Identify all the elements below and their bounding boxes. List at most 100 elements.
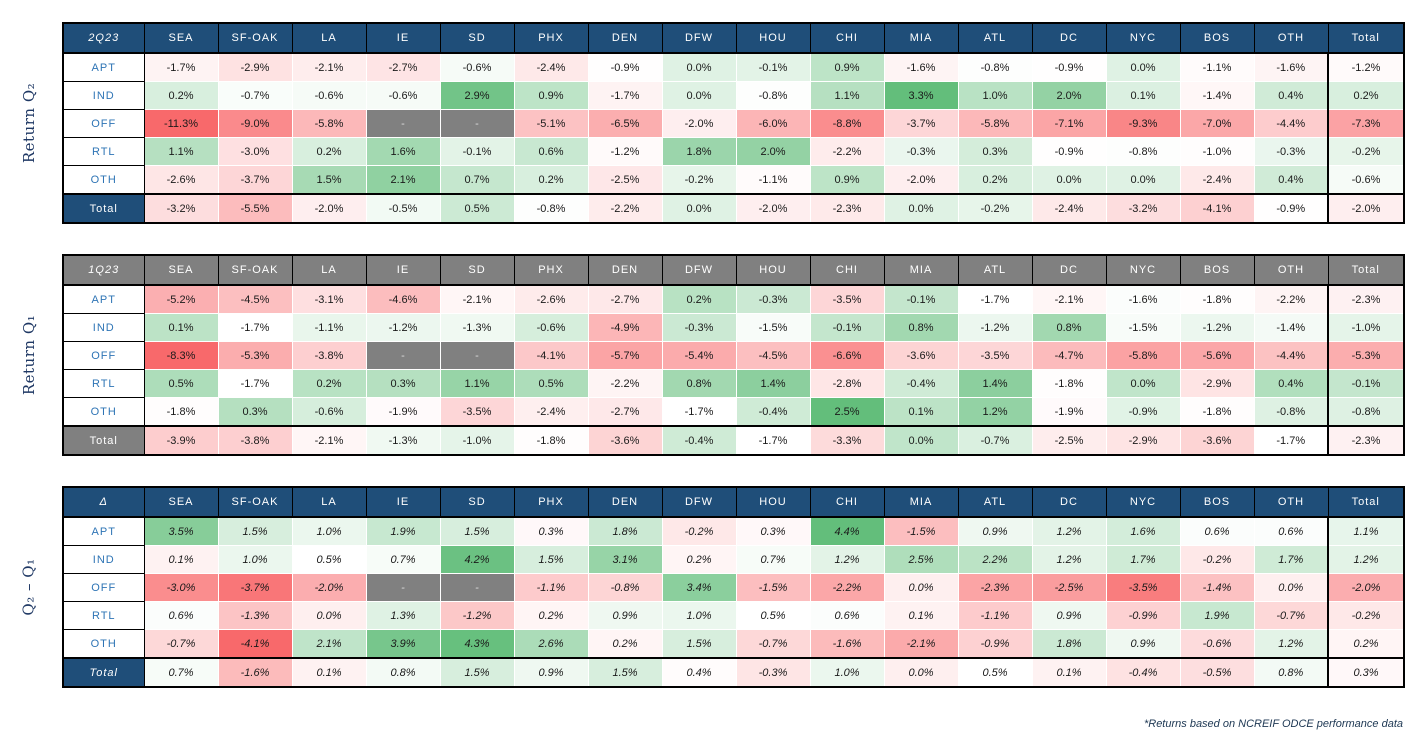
heatmap-cell: -6.5% <box>587 109 663 138</box>
row-label: IND <box>62 313 145 342</box>
column-header-den: DEN <box>587 254 663 286</box>
heatmap-cell: -2.0% <box>291 573 367 602</box>
missing-cell: - <box>439 109 515 138</box>
heatmap-cell: -0.2% <box>661 165 737 195</box>
heatmap-cell: -9.3% <box>1105 109 1181 138</box>
heatmap-cell: -0.9% <box>1031 52 1107 82</box>
missing-cell: - <box>365 341 441 370</box>
heatmap-cell: -1.6% <box>883 52 959 82</box>
row-label: Total <box>62 657 145 688</box>
table-row-oth: OTH -0.7% -4.1% 2.1% 3.9% 4.3% 2.6% 0.2% 1.5% -0.… <box>62 629 1405 659</box>
column-header-phx: PHX <box>513 486 589 518</box>
heatmap-cell: -3.6% <box>587 425 663 456</box>
column-header-mia: MIA <box>883 22 959 54</box>
heatmap-cell: -3.8% <box>291 341 367 370</box>
heatmap-cell: -2.5% <box>1031 425 1107 456</box>
heatmap-cell: 0.1% <box>291 657 367 688</box>
column-header-dc: DC <box>1031 22 1107 54</box>
heatmap-cell: 0.9% <box>809 165 885 195</box>
heatmap-cell: 0.3% <box>735 516 811 546</box>
heatmap-cell: 0.7% <box>735 545 811 574</box>
heatmap-cell: 1.0% <box>957 81 1033 110</box>
heatmap-cell: 0.9% <box>1031 601 1107 630</box>
heatmap-cell: 2.2% <box>957 545 1033 574</box>
heatmap-cell: -1.1% <box>1179 52 1255 82</box>
heatmap-cell: 2.6% <box>513 629 589 659</box>
heatmap-cell: -5.6% <box>1179 341 1255 370</box>
heatmap-cell: 0.5% <box>513 369 589 398</box>
heatmap-cell: -0.8% <box>1327 397 1405 427</box>
heatmap-cell: -4.4% <box>1253 341 1329 370</box>
heatmap-cell: -4.1% <box>513 341 589 370</box>
row-label: APT <box>62 52 145 82</box>
heatmap-cell: -5.4% <box>661 341 737 370</box>
heatmap-cell: 1.2% <box>957 397 1033 427</box>
heatmap-cell: -0.9% <box>587 52 663 82</box>
column-header-sd: SD <box>439 22 515 54</box>
column-header-nyc: NYC <box>1105 22 1181 54</box>
heatmap-cell: -0.1% <box>883 284 959 314</box>
column-header-mia: MIA <box>883 486 959 518</box>
heatmap-cell: -3.3% <box>809 425 885 456</box>
heatmap-cell: -1.0% <box>1327 313 1405 342</box>
column-header-hou: HOU <box>735 254 811 286</box>
heatmap-cell: 0.0% <box>1105 52 1181 82</box>
axis-label-text: Return Q₁ <box>20 314 38 396</box>
heatmap-cell: 1.4% <box>957 369 1033 398</box>
heatmap-cell: -8.8% <box>809 109 885 138</box>
heatmap-cell: -2.1% <box>1031 284 1107 314</box>
heatmap-cell: 1.0% <box>217 545 293 574</box>
heatmap-cell: 0.3% <box>957 137 1033 166</box>
heatmap-cell: 0.7% <box>439 165 515 195</box>
heatmap-cell: -0.2% <box>1327 601 1405 630</box>
heatmap-cell: -0.7% <box>957 425 1033 456</box>
heatmap-cell: -7.1% <box>1031 109 1107 138</box>
row-label: APT <box>62 284 145 314</box>
column-header-ie: IE <box>365 486 441 518</box>
heatmap-cell: -3.0% <box>217 137 293 166</box>
heatmap-cell: -1.6% <box>809 629 885 659</box>
heatmap-cell: -11.3% <box>143 109 219 138</box>
heatmap-cell: 0.0% <box>1105 369 1181 398</box>
heatmap-cell: 0.5% <box>439 193 515 224</box>
heatmap-cell: -2.4% <box>513 52 589 82</box>
heatmap-cell: -1.8% <box>1179 397 1255 427</box>
column-header-mia: MIA <box>883 254 959 286</box>
column-header-dfw: DFW <box>661 254 737 286</box>
row-label: RTL <box>62 369 145 398</box>
heatmap-cell: -0.8% <box>957 52 1033 82</box>
heatmap-cell: 0.0% <box>883 573 959 602</box>
heatmap-cell: 0.5% <box>143 369 219 398</box>
column-header-la: LA <box>291 22 367 54</box>
heatmap-cell: 1.8% <box>661 137 737 166</box>
heatmap-cell: -0.2% <box>1179 545 1255 574</box>
heatmap-cell: 1.2% <box>1031 545 1107 574</box>
heatmap-cell: -2.6% <box>143 165 219 195</box>
heatmap-cell: -0.6% <box>439 52 515 82</box>
heatmap-cell: 4.2% <box>439 545 515 574</box>
table-block-2: Return Q₁ 1Q23 SEA SF-OAK LA IE SD PHX DEN DFW HOU… <box>20 254 1405 456</box>
table-row-ind: IND 0.2% -0.7% -0.6% -0.6% 2.9% 0.9% -1.7% 0.0% -… <box>62 81 1405 110</box>
table-row-oth: OTH -1.8% 0.3% -0.6% -1.9% -3.5% -2.4% -2.7% -1.… <box>62 397 1405 427</box>
heatmap-table-Δ: Δ SEA SF-OAK LA IE SD PHX DEN DFW HOU CHI MIA ATL DC N… <box>62 486 1405 688</box>
heatmap-cell: 0.0% <box>661 81 737 110</box>
table-period-label: Δ <box>62 486 145 518</box>
heatmap-cell: -4.5% <box>217 284 293 314</box>
column-header-la: LA <box>291 486 367 518</box>
column-header-sd: SD <box>439 254 515 286</box>
heatmap-cell: -1.1% <box>291 313 367 342</box>
heatmap-cell: 4.4% <box>809 516 885 546</box>
table-row-apt: APT -5.2% -4.5% -3.1% -4.6% -2.1% -2.6% -2.7% 0.… <box>62 284 1405 314</box>
heatmap-cell: -1.5% <box>735 313 811 342</box>
column-header-nyc: NYC <box>1105 486 1181 518</box>
heatmap-cell: -5.8% <box>1105 341 1181 370</box>
table-row-oth: OTH -2.6% -3.7% 1.5% 2.1% 0.7% 0.2% -2.5% -0.2% -… <box>62 165 1405 195</box>
heatmap-cell: -5.8% <box>291 109 367 138</box>
heatmap-cell: 0.2% <box>1327 629 1405 659</box>
heatmap-cell: -0.8% <box>1253 397 1329 427</box>
heatmap-cell: -2.9% <box>1179 369 1255 398</box>
heatmap-cell: 0.0% <box>661 193 737 224</box>
table-block-1: Return Q₂ 2Q23 SEA SF-OAK LA IE SD PHX DEN DFW HOU… <box>20 22 1405 224</box>
column-header-dc: DC <box>1031 486 1107 518</box>
heatmap-cell: -4.6% <box>365 284 441 314</box>
